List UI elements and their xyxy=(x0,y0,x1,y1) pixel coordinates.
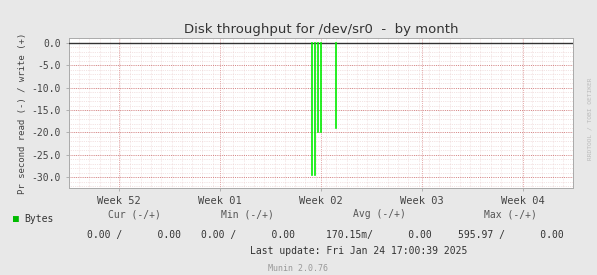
Text: 0.00 /      0.00: 0.00 / 0.00 xyxy=(201,230,295,240)
Text: 170.15m/      0.00: 170.15m/ 0.00 xyxy=(326,230,432,240)
Y-axis label: Pr second read (-) / write (+): Pr second read (-) / write (+) xyxy=(19,33,27,194)
Text: 0.00 /      0.00: 0.00 / 0.00 xyxy=(87,230,181,240)
Text: Cur (-/+): Cur (-/+) xyxy=(108,209,161,219)
Title: Disk throughput for /dev/sr0  -  by month: Disk throughput for /dev/sr0 - by month xyxy=(184,23,458,36)
Text: Bytes: Bytes xyxy=(24,214,53,224)
Text: Max (-/+): Max (-/+) xyxy=(484,209,537,219)
Text: Munin 2.0.76: Munin 2.0.76 xyxy=(269,264,328,273)
Text: 595.97 /      0.00: 595.97 / 0.00 xyxy=(457,230,564,240)
Text: RRDTOOL / TOBI OETIKER: RRDTOOL / TOBI OETIKER xyxy=(588,77,593,160)
Text: Min (-/+): Min (-/+) xyxy=(221,209,274,219)
Text: Avg (-/+): Avg (-/+) xyxy=(353,209,405,219)
Text: Last update: Fri Jan 24 17:00:39 2025: Last update: Fri Jan 24 17:00:39 2025 xyxy=(250,246,467,256)
Text: ■: ■ xyxy=(13,214,19,224)
